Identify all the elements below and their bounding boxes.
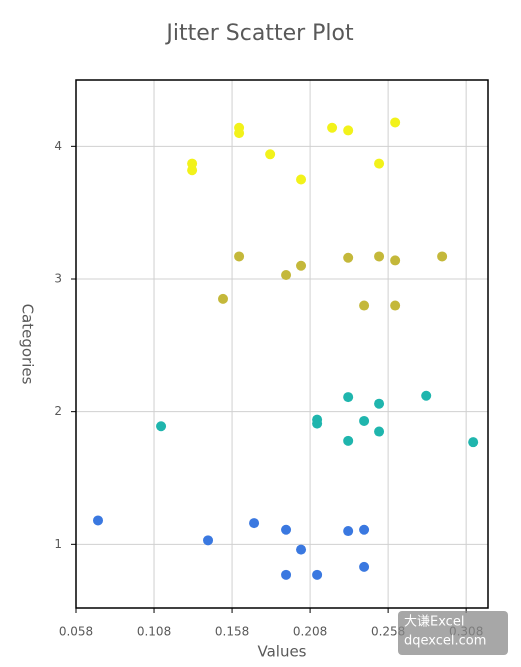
point xyxy=(437,251,448,262)
watermark-bg xyxy=(398,611,508,655)
point xyxy=(281,569,292,580)
point xyxy=(374,398,385,409)
watermark: 大谦Excel xyxy=(404,615,464,630)
point xyxy=(281,524,292,535)
point xyxy=(312,569,323,580)
x-tick-label: 0.258 xyxy=(371,625,405,639)
point xyxy=(374,158,385,169)
point xyxy=(281,270,292,281)
point xyxy=(343,526,354,537)
point xyxy=(359,415,370,426)
point xyxy=(359,561,370,572)
y-axis-label: Categories xyxy=(19,304,37,385)
x-tick-label: 0.208 xyxy=(293,625,327,639)
chart-title: Jitter Scatter Plot xyxy=(164,21,354,46)
point xyxy=(359,300,370,311)
point xyxy=(390,117,401,128)
point xyxy=(296,174,307,185)
point xyxy=(234,251,245,262)
point xyxy=(234,128,245,139)
point xyxy=(218,293,229,304)
point xyxy=(390,255,401,266)
y-tick-label: 1 xyxy=(54,537,62,551)
x-tick-label: 0.158 xyxy=(215,625,249,639)
point xyxy=(312,418,323,429)
y-tick-label: 2 xyxy=(54,404,62,418)
point xyxy=(249,518,260,529)
y-tick-label: 3 xyxy=(54,271,62,285)
point xyxy=(187,165,198,176)
x-tick-label: 0.108 xyxy=(137,625,171,639)
point xyxy=(156,421,167,432)
point xyxy=(327,122,338,133)
point xyxy=(421,390,432,401)
x-axis-label: Values xyxy=(257,643,306,661)
point xyxy=(343,125,354,136)
watermark: dqexcel.com xyxy=(404,634,486,649)
point xyxy=(343,435,354,446)
point xyxy=(296,260,307,271)
point xyxy=(468,437,479,448)
plot-border xyxy=(75,79,489,609)
y-tick-label: 4 xyxy=(54,139,62,153)
point xyxy=(390,300,401,311)
point xyxy=(374,251,385,262)
point xyxy=(296,544,307,555)
point xyxy=(359,524,370,535)
point xyxy=(343,392,354,403)
x-tick-label: 0.058 xyxy=(59,625,93,639)
point xyxy=(203,535,214,546)
point xyxy=(374,426,385,437)
point xyxy=(93,515,104,526)
point xyxy=(343,252,354,263)
point xyxy=(265,149,276,160)
